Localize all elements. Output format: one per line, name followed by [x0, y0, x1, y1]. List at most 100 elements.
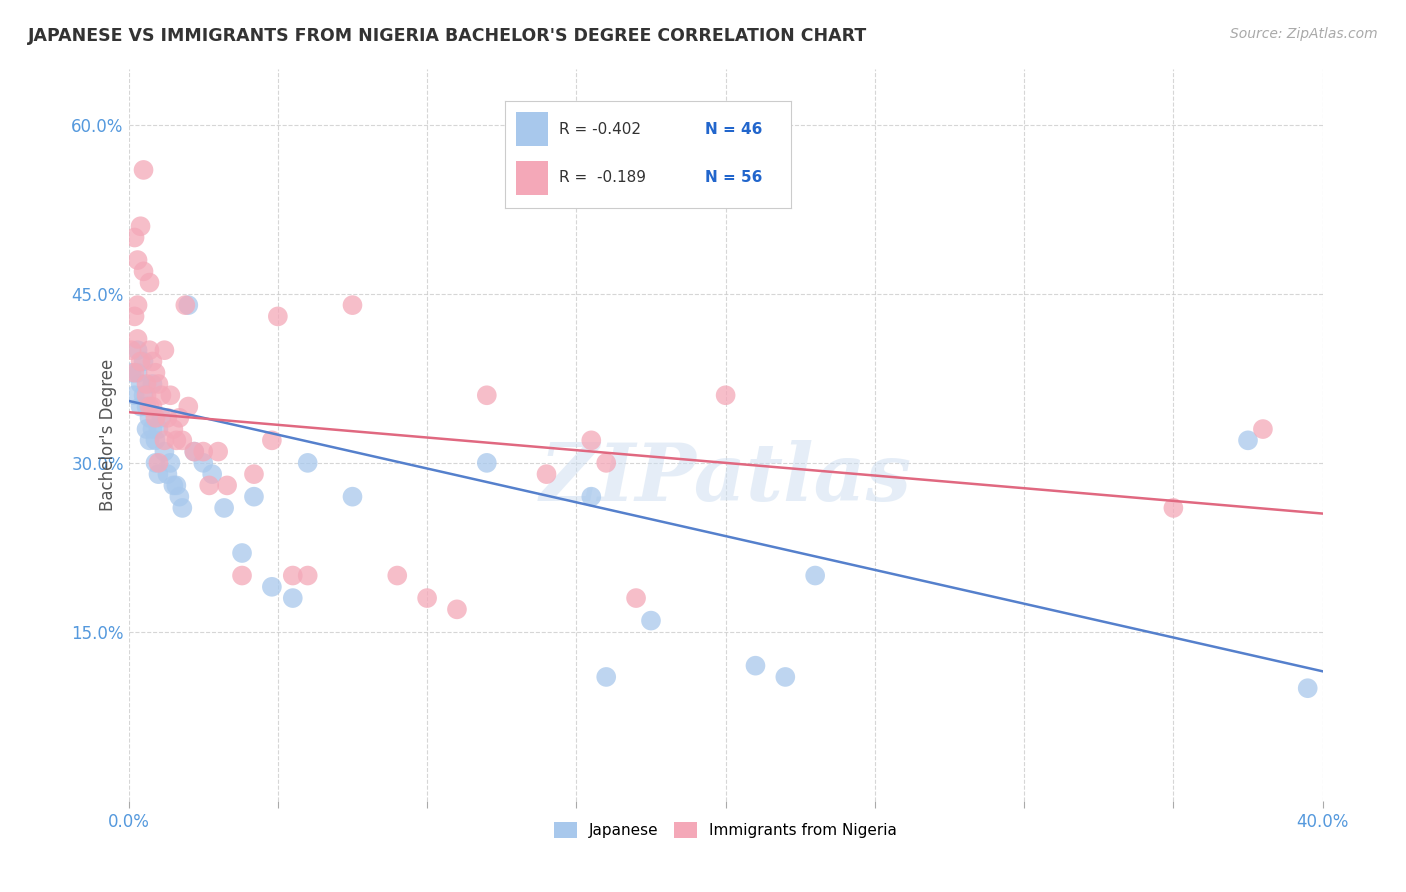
Point: [132, 162, 155, 177]
Point: [132, 354, 155, 368]
Point: [141, 400, 163, 414]
Point: [581, 434, 603, 448]
Point: [595, 456, 617, 470]
Point: [127, 366, 149, 380]
Point: [135, 422, 157, 436]
Text: ZIPatlas: ZIPatlas: [540, 440, 911, 517]
Point: [162, 478, 184, 492]
Point: [135, 388, 157, 402]
Point: [267, 310, 290, 324]
Point: [201, 467, 224, 482]
Point: [124, 366, 146, 380]
Point: [129, 219, 152, 234]
Point: [804, 568, 827, 582]
Text: JAPANESE VS IMMIGRANTS FROM NIGERIA BACHELOR'S DEGREE CORRELATION CHART: JAPANESE VS IMMIGRANTS FROM NIGERIA BACH…: [28, 27, 868, 45]
Point: [177, 400, 200, 414]
Point: [135, 376, 157, 391]
Point: [714, 388, 737, 402]
Text: Source: ZipAtlas.com: Source: ZipAtlas.com: [1230, 27, 1378, 41]
Point: [193, 456, 215, 470]
Point: [138, 276, 160, 290]
Point: [141, 354, 163, 368]
Point: [1296, 681, 1319, 696]
Point: [121, 343, 143, 358]
Point: [145, 434, 167, 448]
Point: [212, 500, 235, 515]
Point: [475, 388, 498, 402]
Point: [145, 410, 167, 425]
Point: [387, 568, 409, 582]
Point: [297, 456, 319, 470]
Point: [148, 456, 170, 470]
Point: [165, 478, 187, 492]
Point: [150, 410, 173, 425]
Point: [129, 400, 152, 414]
Point: [297, 568, 319, 582]
Point: [132, 388, 155, 402]
Point: [159, 456, 181, 470]
Point: [217, 478, 239, 492]
Point: [132, 264, 155, 278]
Point: [153, 343, 176, 358]
Point: [640, 614, 662, 628]
Point: [127, 253, 149, 268]
Point: [156, 467, 179, 482]
Point: [475, 456, 498, 470]
Point: [1237, 434, 1260, 448]
Point: [172, 500, 194, 515]
Point: [138, 343, 160, 358]
Point: [1163, 500, 1185, 515]
Point: [127, 298, 149, 312]
Point: [127, 332, 149, 346]
Point: [124, 388, 146, 402]
Point: [156, 410, 179, 425]
Point: [183, 444, 205, 458]
Point: [744, 658, 766, 673]
Point: [145, 456, 167, 470]
Point: [231, 568, 253, 582]
Point: [124, 310, 146, 324]
Point: [198, 478, 221, 492]
Point: [595, 670, 617, 684]
Point: [159, 388, 181, 402]
Point: [260, 580, 283, 594]
Point: [243, 467, 266, 482]
Point: [260, 434, 283, 448]
Point: [153, 434, 176, 448]
Point: [174, 298, 197, 312]
Point: [581, 490, 603, 504]
Point: [138, 434, 160, 448]
Point: [775, 670, 797, 684]
Point: [150, 388, 173, 402]
Point: [1251, 422, 1274, 436]
Point: [177, 298, 200, 312]
Legend: Japanese, Immigrants from Nigeria: Japanese, Immigrants from Nigeria: [548, 816, 903, 845]
Point: [342, 298, 364, 312]
Point: [624, 591, 647, 605]
Point: [281, 568, 304, 582]
Point: [231, 546, 253, 560]
Point: [148, 422, 170, 436]
Point: [148, 376, 170, 391]
Point: [129, 376, 152, 391]
Point: [141, 422, 163, 436]
Point: [281, 591, 304, 605]
Point: [127, 343, 149, 358]
Point: [148, 467, 170, 482]
Point: [129, 354, 152, 368]
Point: [121, 366, 143, 380]
Point: [416, 591, 439, 605]
Point: [153, 444, 176, 458]
Point: [342, 490, 364, 504]
Point: [446, 602, 468, 616]
Point: [169, 490, 191, 504]
Point: [124, 230, 146, 244]
Y-axis label: Bachelor's Degree: Bachelor's Degree: [100, 359, 118, 511]
Point: [536, 467, 558, 482]
Point: [138, 400, 160, 414]
Point: [183, 444, 205, 458]
Point: [169, 410, 191, 425]
Point: [145, 366, 167, 380]
Point: [135, 400, 157, 414]
Point: [243, 490, 266, 504]
